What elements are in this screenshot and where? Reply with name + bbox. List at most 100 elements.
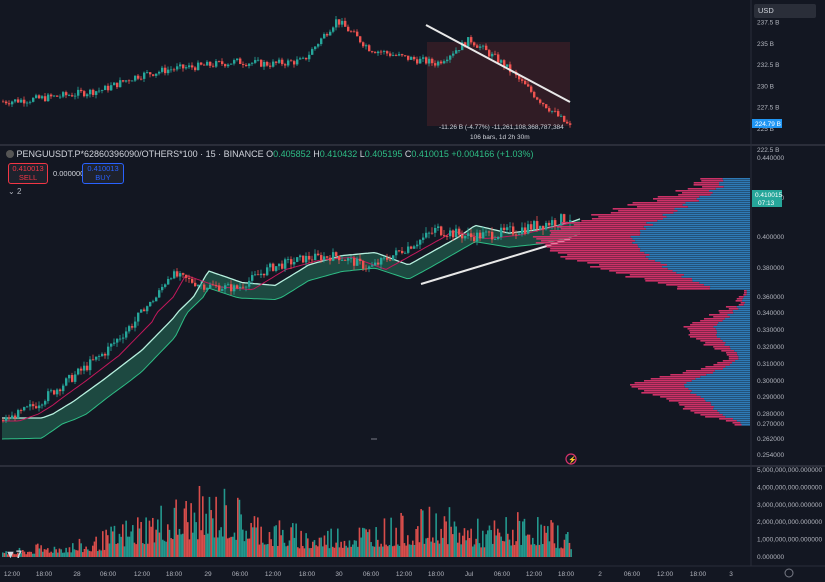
main-candle-body bbox=[332, 252, 335, 261]
time-axis-tick: 12:00 bbox=[526, 571, 543, 578]
volume-bar bbox=[397, 544, 399, 557]
volume-bar bbox=[363, 528, 366, 557]
profile-bar-blue bbox=[653, 224, 750, 226]
volume-axis-tick: 4,000,000,000.000000 bbox=[757, 484, 822, 491]
volume-bar bbox=[390, 517, 392, 557]
main-candle-body bbox=[470, 233, 473, 238]
volume-bar bbox=[362, 527, 364, 557]
top-candle-body bbox=[374, 52, 377, 54]
profile-bar-blue bbox=[643, 226, 750, 228]
settings-icon[interactable] bbox=[784, 568, 794, 578]
currency-button[interactable]: USD bbox=[754, 4, 816, 18]
main-candle-body bbox=[281, 263, 284, 269]
ohlc-close: 0.410015 bbox=[411, 149, 449, 159]
profile-bar-pink bbox=[696, 338, 721, 340]
volume-bar bbox=[297, 547, 299, 557]
volume-bar bbox=[328, 548, 331, 557]
top-candle-body bbox=[11, 101, 14, 105]
main-candle-body bbox=[194, 282, 197, 287]
main-candle-body bbox=[68, 375, 71, 379]
volume-bar bbox=[38, 548, 41, 557]
symbol-icon[interactable] bbox=[6, 150, 14, 158]
volume-bar bbox=[170, 538, 172, 557]
sell-button[interactable]: 0.410013 SELL bbox=[8, 163, 48, 184]
tradingview-logo[interactable]: ▼7 bbox=[5, 549, 22, 561]
volume-axis[interactable]: 5,000,000,000.000000 4,000,000,000.000000… bbox=[757, 467, 822, 561]
volume-bar bbox=[58, 548, 61, 557]
profile-bar-blue bbox=[710, 194, 750, 196]
profile-bar-blue bbox=[677, 210, 750, 212]
volume-bar bbox=[327, 530, 329, 557]
main-candle-body bbox=[125, 331, 128, 338]
volume-bar bbox=[50, 551, 52, 557]
main-candle-body bbox=[560, 214, 563, 226]
indicators-toggle[interactable]: ⌄ 2 bbox=[8, 187, 22, 196]
main-candle-body bbox=[467, 233, 470, 237]
profile-bar-blue bbox=[725, 416, 750, 418]
profile-bar-pink bbox=[636, 206, 688, 208]
volume-bar bbox=[150, 526, 152, 557]
main-axis-tick: 0.280000 bbox=[757, 411, 784, 418]
trendline-bottom[interactable] bbox=[420, 238, 571, 285]
profile-bar-blue bbox=[695, 378, 750, 380]
volume-bar bbox=[2, 552, 4, 557]
profile-bar-blue bbox=[674, 208, 750, 210]
profile-bar-pink bbox=[666, 398, 705, 400]
symbol-name[interactable]: PENGUUSDT.P*62860396090/OTHERS*100 · 15 … bbox=[16, 149, 264, 159]
main-candle-body bbox=[527, 224, 530, 234]
main-candle-body bbox=[497, 236, 500, 239]
profile-bar-blue bbox=[672, 270, 750, 272]
top-price-axis[interactable]: 237.5 B 235 B 232.5 B 230 B 227.5 B 225 B 222.… bbox=[757, 20, 779, 155]
lightning-icon[interactable] bbox=[565, 453, 577, 465]
top-candle-body bbox=[299, 58, 302, 60]
volume-bar bbox=[420, 509, 422, 557]
top-candle-body bbox=[542, 102, 545, 105]
top-candle-body bbox=[41, 96, 44, 99]
time-axis[interactable]: 12:00 18:00 28 06:00 12:00 18:00 29 06:00 12:00 1… bbox=[4, 571, 733, 578]
profile-bar-blue bbox=[663, 218, 750, 220]
profile-bar-pink bbox=[560, 256, 646, 258]
profile-bar-blue bbox=[688, 388, 750, 390]
top-pane-candles bbox=[2, 16, 572, 128]
time-axis-tick: 18:00 bbox=[166, 571, 183, 578]
profile-bar-pink bbox=[591, 214, 663, 216]
top-candle-body bbox=[386, 51, 389, 54]
main-candle-body bbox=[431, 232, 434, 234]
top-candle-body bbox=[326, 34, 329, 36]
profile-bar-blue bbox=[639, 230, 750, 232]
volume-bar bbox=[513, 544, 516, 557]
main-candle-body bbox=[113, 342, 116, 344]
main-axis-tick: 0.380000 bbox=[757, 265, 784, 272]
top-candle-body bbox=[521, 79, 524, 81]
profile-bar-pink bbox=[631, 386, 685, 388]
main-candle-body bbox=[206, 287, 209, 290]
main-price-axis[interactable]: 0.4400000.4200000.4000000.3800000.360000… bbox=[757, 155, 784, 459]
top-candle-body bbox=[101, 90, 104, 91]
trendline-top[interactable] bbox=[425, 24, 571, 103]
main-candle-body bbox=[62, 385, 65, 392]
main-candle-body bbox=[542, 225, 545, 230]
volume-bar bbox=[220, 527, 222, 557]
top-candle-body bbox=[242, 63, 245, 65]
profile-bar-pink bbox=[535, 242, 633, 244]
main-candle-body bbox=[317, 253, 320, 256]
volume-bar bbox=[227, 538, 229, 557]
volume-bar bbox=[273, 526, 276, 557]
spread-value: 0.000000 bbox=[53, 169, 85, 178]
top-candle-body bbox=[119, 80, 122, 88]
profile-bar-pink bbox=[740, 302, 745, 304]
volume-bar bbox=[403, 543, 406, 557]
volume-bar bbox=[465, 540, 467, 557]
volume-bar bbox=[507, 533, 509, 557]
volume-bar bbox=[448, 507, 451, 557]
buy-button[interactable]: 0.410013 BUY bbox=[82, 163, 124, 184]
ohlc-change: +0.004166 (+1.03%) bbox=[451, 149, 534, 159]
volume-bar bbox=[488, 525, 491, 557]
profile-bar-pink bbox=[701, 180, 724, 182]
volume-bar bbox=[432, 537, 434, 557]
main-candle-body bbox=[32, 404, 35, 407]
volume-bar bbox=[63, 552, 66, 557]
main-current-price-tag bbox=[752, 190, 782, 207]
top-candle-body bbox=[344, 20, 347, 27]
